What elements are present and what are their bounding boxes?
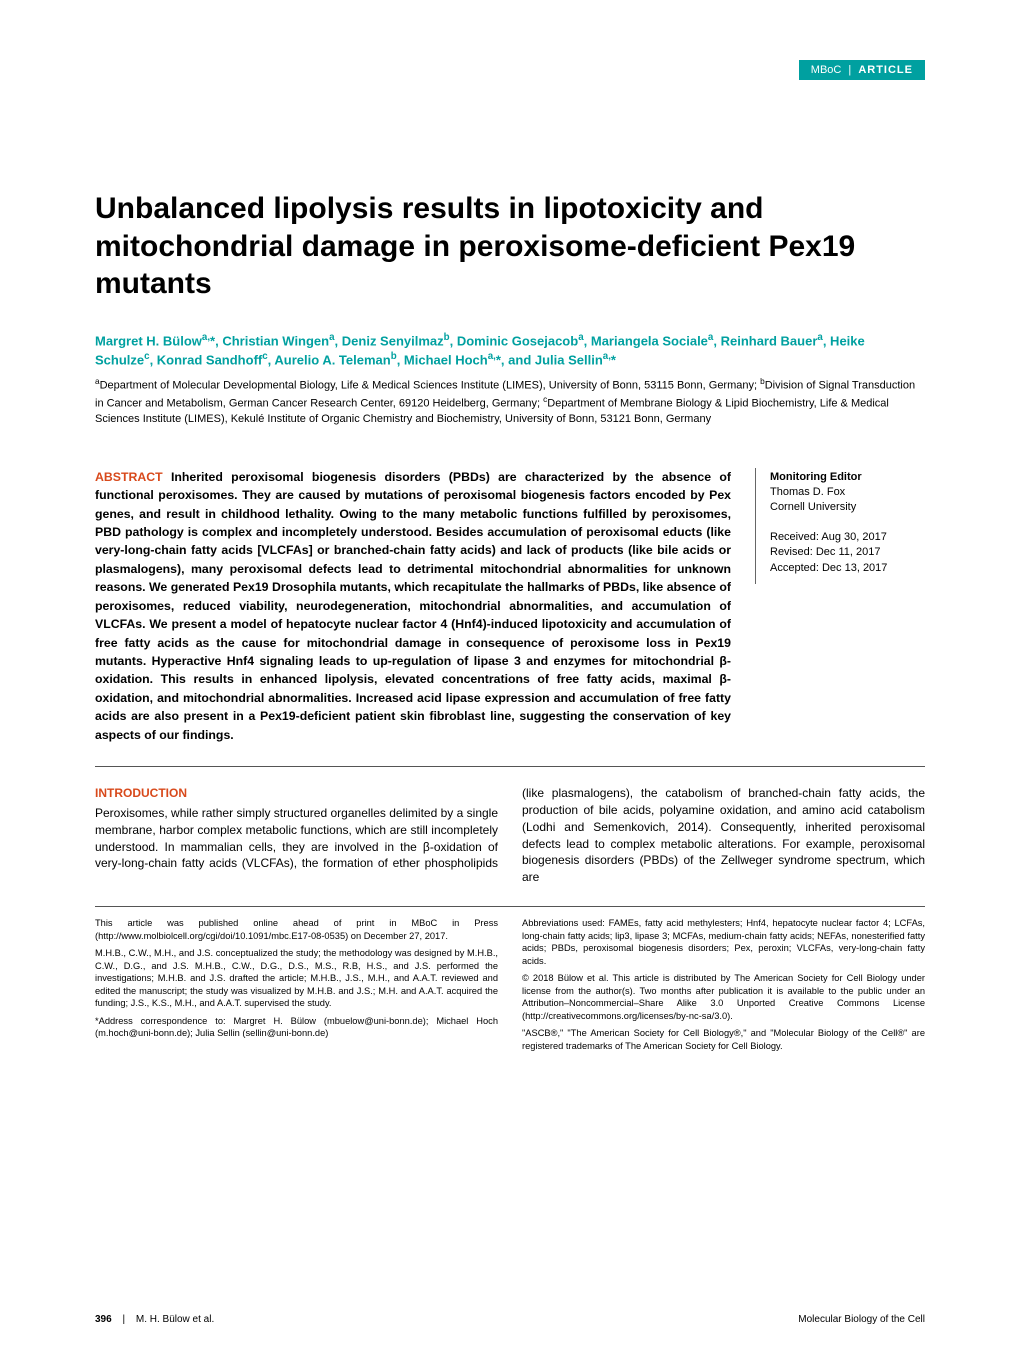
page-content: Unbalanced lipolysis results in lipotoxi… — [0, 0, 1020, 1052]
section-divider — [95, 766, 925, 767]
abstract-text: Inherited peroxisomal biogenesis disorde… — [95, 470, 731, 742]
affiliations: aDepartment of Molecular Developmental B… — [95, 376, 925, 427]
footnote-copyright: © 2018 Bülow et al. This article is dist… — [522, 972, 925, 1022]
footnote-abbreviations: Abbreviations used: FAMEs, fatty acid me… — [522, 917, 925, 967]
footer-right: Molecular Biology of the Cell — [798, 1314, 925, 1325]
introduction-columns: INTRODUCTION Peroxisomes, while rather s… — [95, 785, 925, 886]
received-date: Received: Aug 30, 2017 — [770, 530, 925, 545]
abstract-row: ABSTRACT Inherited peroxisomal biogenesi… — [95, 468, 925, 745]
introduction-heading: INTRODUCTION — [95, 785, 498, 802]
editor-affiliation: Cornell University — [770, 500, 925, 515]
dates-block: Received: Aug 30, 2017 Revised: Dec 11, … — [770, 530, 925, 576]
abstract: ABSTRACT Inherited peroxisomal biogenesi… — [95, 468, 731, 745]
footnotes-divider — [95, 906, 925, 907]
introduction-section: INTRODUCTION Peroxisomes, while rather s… — [95, 785, 925, 886]
page-footer: 396 | M. H. Bülow et al. Molecular Biolo… — [95, 1314, 925, 1325]
footer-author: M. H. Bülow et al. — [136, 1314, 214, 1325]
footnote-correspondence: *Address correspondence to: Margret H. B… — [95, 1015, 498, 1040]
footer-left: 396 | M. H. Bülow et al. — [95, 1314, 214, 1325]
abstract-label: ABSTRACT — [95, 470, 163, 484]
footnotes: This article was published online ahead … — [95, 917, 925, 1052]
accepted-date: Accepted: Dec 13, 2017 — [770, 561, 925, 576]
footnote-trademarks: "ASCB®," "The American Society for Cell … — [522, 1027, 925, 1052]
revised-date: Revised: Dec 11, 2017 — [770, 545, 925, 560]
journal-header-bar: MBoC | ARTICLE — [799, 60, 925, 80]
editor-name: Thomas D. Fox — [770, 485, 925, 500]
page-number: 396 — [95, 1314, 112, 1325]
footer-separator: | — [122, 1314, 125, 1325]
monitoring-editor-label: Monitoring Editor — [770, 470, 925, 485]
section-label: ARTICLE — [858, 64, 913, 76]
footnote-publication: This article was published online ahead … — [95, 917, 498, 942]
journal-name: MBoC — [811, 64, 842, 76]
authors-list: Margret H. Bülowa,*, Christian Wingena, … — [95, 331, 925, 371]
footnote-contributions: M.H.B., C.W., M.H., and J.S. conceptuali… — [95, 947, 498, 1010]
article-title: Unbalanced lipolysis results in lipotoxi… — [95, 190, 925, 303]
header-separator: | — [848, 64, 851, 76]
editor-sidebar: Monitoring Editor Thomas D. Fox Cornell … — [755, 468, 925, 584]
